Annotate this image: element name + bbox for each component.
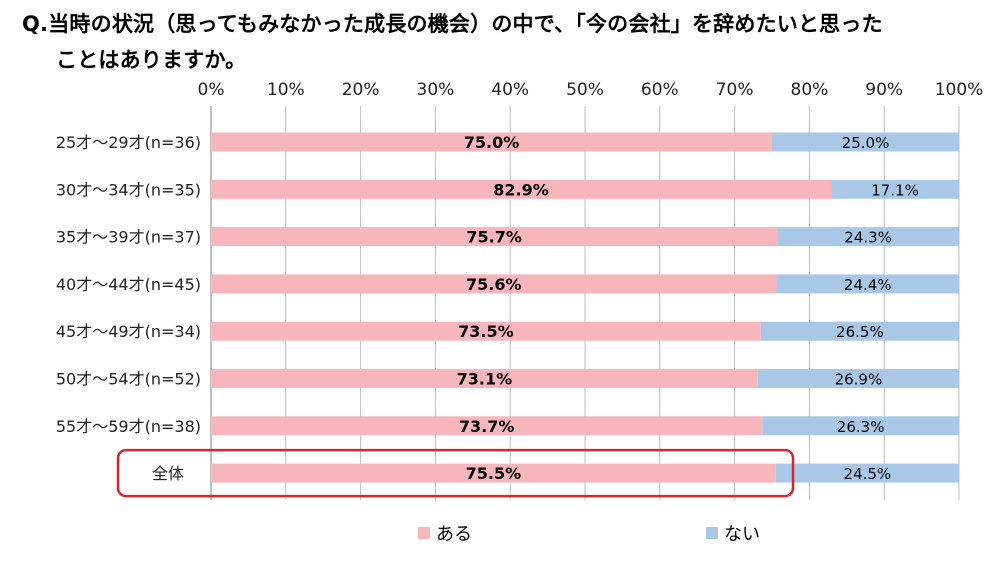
data-label-b-7: 24.5% — [844, 465, 892, 483]
bar-a-0 — [211, 132, 772, 152]
bar-a-2 — [211, 227, 778, 247]
legend-label-a: ある — [436, 524, 472, 545]
data-label-b-5: 26.9% — [835, 371, 883, 389]
chart-title-line-1: Q.当時の状況（思ってもみなかった成長の機会）の中で、「今の会社」を辞めたいと思… — [22, 12, 883, 36]
data-label-b-0: 25.0% — [842, 134, 890, 152]
data-label-a-2: 75.7% — [466, 228, 522, 247]
highlight-layer — [116, 448, 795, 498]
legend: ある ない — [0, 520, 1001, 550]
x-tick-label-3: 30% — [417, 80, 455, 100]
data-label-a-3: 75.6% — [466, 275, 522, 294]
data-label-a-6: 73.7% — [459, 417, 515, 436]
x-tick-label-6: 60% — [641, 80, 679, 100]
bar-b-5 — [757, 369, 959, 388]
bar-b-1 — [831, 179, 959, 199]
data-label-b-1: 17.1% — [871, 181, 919, 199]
x-tick-label-7: 70% — [716, 80, 754, 100]
stacked-bar-chart: 0% 10% 20% 30% 40% 50% 60% 70% 80% 90% 100% 25才～29… — [56, 80, 984, 500]
x-axis-tick-labels: 0% 10% 20% 30% 40% 50% 60% 70% 80% 90% 100% — [198, 80, 984, 100]
data-label-a-4: 73.5% — [458, 322, 514, 341]
data-label-a-7: 75.5% — [466, 464, 522, 483]
x-tick-label-9: 90% — [865, 80, 903, 100]
gridlines — [210, 106, 960, 500]
data-label-a-5: 73.1% — [457, 370, 513, 389]
bar-b-3 — [776, 274, 959, 294]
data-label-a-1: 82.9% — [493, 180, 549, 199]
category-label-1: 30才～34才(n=35) — [56, 180, 201, 199]
bars — [211, 132, 959, 483]
data-labels: 75.0% 25.0% 82.9% 17.1% 75.7% 24.3% 75.6% 24.4%… — [457, 133, 919, 483]
category-label-4: 45才～49才(n=34) — [56, 322, 201, 341]
bar-b-2 — [777, 227, 959, 247]
legend-item-a: ある — [418, 520, 472, 546]
data-label-b-6: 26.3% — [837, 418, 885, 436]
x-tick-label-1: 10% — [267, 80, 305, 100]
legend-swatch-a — [418, 527, 430, 539]
bar-a-6 — [211, 416, 763, 436]
x-tick-label-5: 50% — [566, 80, 604, 100]
x-tick-label-4: 40% — [491, 80, 529, 100]
bar-a-4 — [211, 321, 761, 341]
bar-a-3 — [211, 274, 777, 294]
category-label-2: 35才～39才(n=37) — [56, 228, 201, 247]
legend-item-b: ない — [706, 520, 760, 546]
bar-b-7 — [775, 463, 959, 483]
x-tick-label-2: 20% — [342, 80, 380, 100]
x-tick-label-8: 80% — [791, 80, 829, 100]
category-label-7: 全体 — [152, 464, 184, 483]
bar-b-0 — [772, 132, 959, 152]
bar-a-7 — [211, 463, 776, 483]
category-label-6: 55才～59才(n=38) — [56, 417, 201, 436]
chart-title: Q.当時の状況（思ってもみなかった成長の機会）の中で、「今の会社」を辞めたいと思… — [22, 6, 982, 78]
bar-a-5 — [211, 369, 758, 388]
category-label-3: 40才～44才(n=45) — [56, 275, 201, 294]
category-label-0: 25才～29才(n=36) — [56, 133, 201, 152]
data-label-a-0: 75.0% — [464, 133, 520, 152]
bar-b-6 — [762, 416, 959, 436]
data-label-b-2: 24.3% — [844, 229, 892, 247]
bar-b-4 — [760, 321, 959, 341]
legend-label-b: ない — [724, 524, 760, 545]
data-label-b-4: 26.5% — [836, 323, 884, 341]
chart-title-line-2: ことはありますか。 — [56, 48, 247, 72]
x-tick-label-0: 0% — [198, 80, 225, 100]
bar-a-1 — [211, 179, 832, 199]
x-tick-label-10: 100% — [935, 80, 984, 100]
data-label-b-3: 24.4% — [844, 276, 892, 294]
highlight-box — [116, 448, 795, 498]
legend-swatch-b — [706, 527, 718, 539]
category-labels: 25才～29才(n=36) 30才～34才(n=35) 35才～39才(n=37) 4… — [56, 133, 201, 483]
category-label-5: 50才～54才(n=52) — [56, 370, 201, 389]
